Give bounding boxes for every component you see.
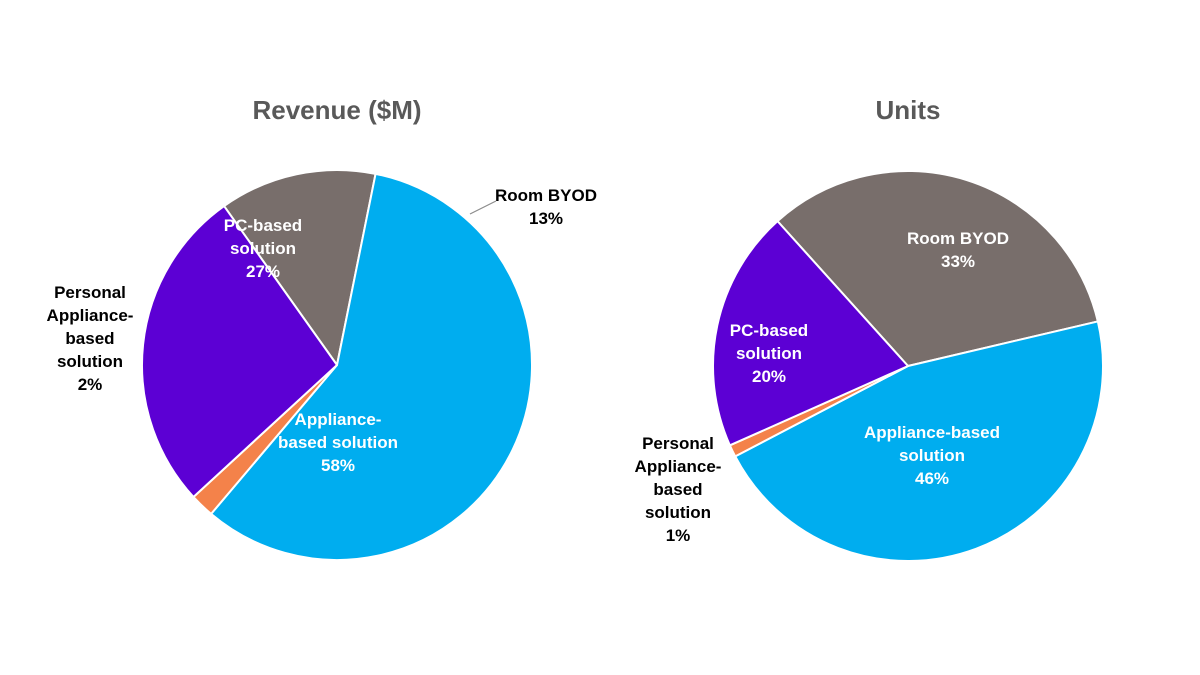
revenue-pie-chart: Revenue ($M) Room BYOD 13% Appliance-based… [47,95,597,562]
data-label-room-byod: Room BYOD 13% [495,186,597,228]
pie-slice-room-byod [776,170,1099,367]
pie-slice-appliance-based-solution [734,320,1105,562]
data-label-pc-based-solution: PC-based solution 27% [224,216,302,281]
revenue-chart-title: Revenue ($M) [252,95,421,125]
pie-slice-pc-based-solution [712,220,909,447]
leader-line-room-byod [469,200,497,215]
data-label-appliance-based-solution: Appliance-based solution 58% [278,410,398,475]
data-label-personal-appliance-based-solution: Personal Appliance-based solution 1% [635,434,722,545]
data-label-personal-appliance-based-solution: Personal Appliance-based solution 2% [47,283,134,394]
data-label-room-byod: Room BYOD 33% [907,229,1009,271]
pie-slice-appliance-based-solution [210,172,533,562]
data-label-pc-based-solution: PC-based solution 20% [730,321,808,386]
data-label-appliance-based-solution: Appliance-based solution 46% [864,423,1000,488]
units-pie-chart: Units Room BYOD 33% Appliance-based solutio… [635,95,1105,562]
units-chart-title: Units [876,95,941,125]
pie-slice-room-byod [223,169,377,366]
revenue-pie-slices [141,169,533,562]
units-pie-slices [712,170,1105,562]
pie-slice-pc-based-solution [141,205,338,498]
